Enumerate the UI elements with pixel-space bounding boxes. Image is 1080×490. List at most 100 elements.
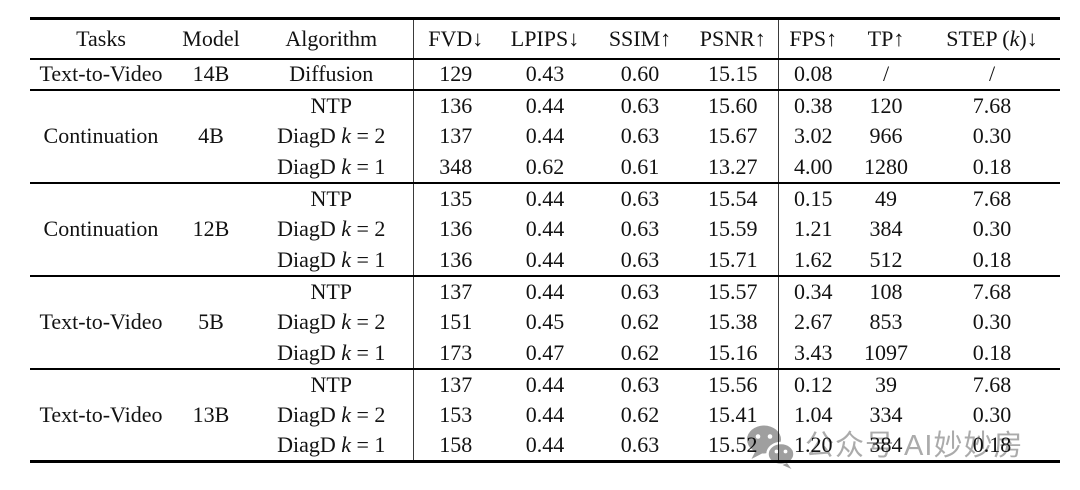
cell-step: 0.30 <box>972 123 1012 148</box>
cell-lpips: 0.43 <box>498 57 592 90</box>
table-row: Text-to-Video 14B Diffusion 129 0.43 0.60 15.1… <box>30 57 1060 90</box>
cell-ssim: 0.63 <box>592 274 688 307</box>
group-continuation-4b: Continuation 4B NTP 136 0.44 0.63 15.60 0.38 120… <box>30 88 1060 183</box>
cell-fps: 0.38 <box>777 88 848 121</box>
cell-ssim: 0.61 <box>620 153 660 179</box>
table-row: DiagD k = 2 153 0.44 0.62 15.41 1.04 334 0.30 <box>30 399 1060 431</box>
cell-fvd: 137 <box>412 120 498 152</box>
cell-fps: 0.34 <box>777 274 848 307</box>
cell-step: 7.68 <box>924 88 1060 121</box>
cell-psnr: 15.15 <box>688 57 778 90</box>
cell-lpips: 0.44 <box>525 432 565 458</box>
cell-psnr: 15.57 <box>688 274 778 307</box>
table-row: DiagD k = 2 151 0.45 0.62 15.38 2.67 853 0.30 <box>30 306 1060 338</box>
cell-task: Continuation <box>30 88 172 183</box>
cell-fvd: 173 <box>412 337 498 369</box>
cell-tp: 512 <box>869 246 903 272</box>
cell-ssim: 0.62 <box>620 309 660 334</box>
cell-tp: / <box>848 57 924 90</box>
cell-fvd: 136 <box>412 244 498 276</box>
cell-psnr: 15.60 <box>688 88 778 121</box>
col-header-fvd: FVD↓ <box>412 18 498 60</box>
col-header-step: STEP (k)↓ <box>924 18 1060 60</box>
table-row: DiagD k = 2 137 0.44 0.63 15.67 3.02 966 0.30 <box>30 120 1060 152</box>
cell-psnr: 15.56 <box>688 367 778 400</box>
cell-psnr: 15.59 <box>708 216 758 241</box>
math-variable: k <box>341 216 351 241</box>
cell-model: 4B <box>172 88 250 183</box>
cell-task: Text-to-Video <box>30 367 172 462</box>
cell-task: Continuation <box>30 181 172 276</box>
cell-tp: 49 <box>848 181 924 214</box>
cell-lpips: 0.44 <box>525 123 565 148</box>
cell-fps: 3.43 <box>777 337 848 369</box>
cell-step: 0.30 <box>972 402 1012 427</box>
cell-algorithm: DiagD k = 2 <box>277 123 386 148</box>
table-row: Text-to-Video 5B NTP 137 0.44 0.63 15.57 0.34 10… <box>30 274 1060 369</box>
cell-algorithm: DiagD k = 1 <box>277 339 386 365</box>
cell-step: 7.68 <box>924 181 1060 214</box>
cell-lpips: 0.44 <box>525 246 565 272</box>
cell-lpips: 0.44 <box>498 88 592 121</box>
cell-lpips: 0.47 <box>525 339 565 365</box>
cell-ssim: 0.63 <box>592 367 688 400</box>
cell-model: 13B <box>172 367 250 462</box>
cell-ssim: 0.62 <box>620 339 660 365</box>
cell-task: Text-to-Video <box>30 57 172 90</box>
cell-ssim: 0.63 <box>592 88 688 121</box>
cell-algorithm: NTP <box>250 181 413 214</box>
cell-ssim: 0.60 <box>592 57 688 90</box>
cell-model: 5B <box>172 274 250 369</box>
cell-fvd: 136 <box>412 213 498 245</box>
col-header-lpips: LPIPS↓ <box>498 18 592 60</box>
cell-step: 7.68 <box>924 274 1060 307</box>
cell-psnr: 15.38 <box>708 309 758 334</box>
cell-model: 12B <box>172 181 250 276</box>
math-variable: k <box>341 432 351 458</box>
cell-fps: 1.21 <box>777 213 848 245</box>
cell-fps: 2.67 <box>777 306 848 338</box>
cell-fvd: 137 <box>412 367 498 400</box>
col-header-psnr: PSNR↑ <box>688 18 778 60</box>
cell-fps: 0.08 <box>777 57 848 90</box>
cell-psnr: 15.41 <box>708 402 758 427</box>
cell-tp: 334 <box>869 402 903 427</box>
cell-algorithm: DiagD k = 2 <box>277 216 386 241</box>
cell-step: 0.18 <box>972 153 1012 179</box>
col-header-algorithm: Algorithm <box>250 18 413 60</box>
col-header-model: Model <box>172 18 250 60</box>
results-table: Tasks Model Algorithm FVD↓ LPIPS↓ SSIM↑ PSNR↑ F… <box>30 17 1060 463</box>
cell-psnr: 13.27 <box>708 153 758 179</box>
cell-fps: 3.02 <box>777 120 848 152</box>
cell-step: 0.18 <box>972 339 1012 365</box>
cell-fps: 0.15 <box>777 181 848 214</box>
table-row: DiagD k = 1 348 0.62 0.61 13.27 4.00 1280 0.18 <box>30 151 1060 183</box>
header-row: Tasks Model Algorithm FVD↓ LPIPS↓ SSIM↑ PSNR↑ F… <box>30 18 1060 60</box>
cell-ssim: 0.63 <box>620 216 660 241</box>
cell-algorithm: Diffusion <box>250 57 413 90</box>
table-row: DiagD k = 1 173 0.47 0.62 15.16 3.43 1097 0.18 <box>30 337 1060 369</box>
col-header-tasks: Tasks <box>30 18 172 60</box>
col-header-ssim: SSIM↑ <box>592 18 688 60</box>
cell-fvd: 151 <box>412 306 498 338</box>
cell-tp: 1280 <box>864 153 908 179</box>
cell-tp: 1097 <box>864 339 908 365</box>
cell-fvd: 137 <box>412 274 498 307</box>
cell-ssim: 0.63 <box>620 123 660 148</box>
table-row: Text-to-Video 13B NTP 137 0.44 0.63 15.56 0.12 3… <box>30 367 1060 462</box>
cell-psnr: 15.16 <box>708 339 758 365</box>
cell-tp: 39 <box>848 367 924 400</box>
cell-lpips: 0.44 <box>498 181 592 214</box>
cell-algorithm: DiagD k = 1 <box>277 432 386 458</box>
cell-fps: 0.12 <box>777 367 848 400</box>
cell-lpips: 0.44 <box>525 216 565 241</box>
group-text-to-video-13b: Text-to-Video 13B NTP 137 0.44 0.63 15.56 0.12 3… <box>30 367 1060 462</box>
cell-algorithm: DiagD k = 2 <box>277 402 386 427</box>
cell-lpips: 0.62 <box>525 153 565 179</box>
math-variable: k <box>341 246 351 272</box>
cell-psnr: 15.71 <box>708 246 758 272</box>
cell-algorithm: NTP <box>250 367 413 400</box>
cell-task: Text-to-Video <box>30 274 172 369</box>
cell-lpips: 0.44 <box>498 367 592 400</box>
